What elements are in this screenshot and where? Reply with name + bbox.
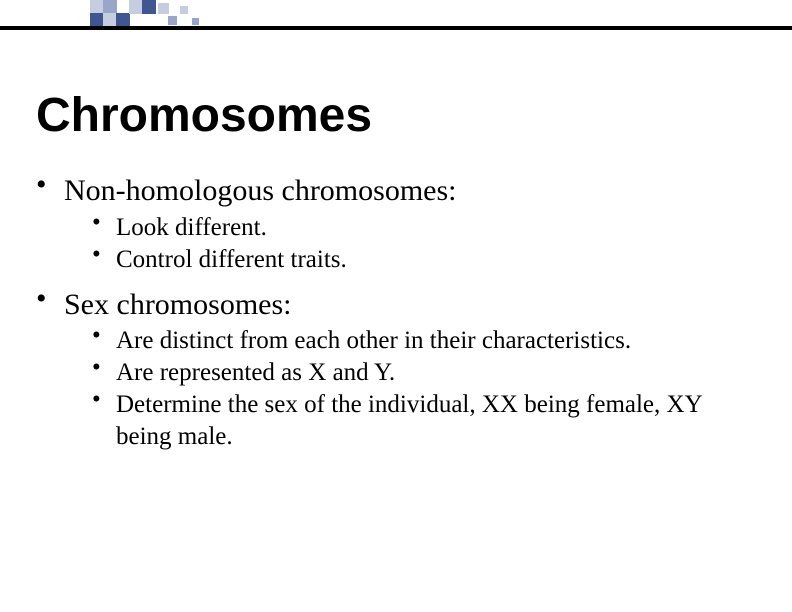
deco-square: [90, 0, 104, 14]
bullet-level2-group: •Are distinct from each other in their c…: [92, 325, 756, 453]
bullet-level2: •Are represented as X and Y.: [92, 357, 756, 389]
slide-body: •Non-homologous chromosomes:•Look differ…: [36, 172, 756, 463]
bullet-dot: •: [92, 242, 116, 267]
bullet-text: Are represented as X and Y.: [116, 357, 395, 389]
bullet-dot: •: [36, 170, 64, 200]
bullet-text: Determine the sex of the individual, XX …: [116, 389, 756, 453]
bullet-level1: •Sex chromosomes:•Are distinct from each…: [36, 286, 756, 454]
deco-square: [142, 0, 156, 14]
bullet-dot: •: [92, 210, 116, 235]
bullet-text: Are distinct from each other in their ch…: [116, 325, 631, 357]
bullet-text: Non-homologous chromosomes:: [64, 172, 456, 210]
bullet-level2: •Are distinct from each other in their c…: [92, 325, 756, 357]
bullet-level1: •Non-homologous chromosomes:•Look differ…: [36, 172, 756, 276]
slide-decoration: [0, 0, 792, 40]
bullet-text: Sex chromosomes:: [64, 286, 291, 324]
deco-square: [192, 18, 199, 25]
deco-square: [116, 13, 130, 27]
deco-square: [129, 0, 143, 14]
header-rule: [0, 26, 792, 30]
bullet-level2: •Look different.: [92, 212, 756, 244]
bullet-level2: •Determine the sex of the individual, XX…: [92, 389, 756, 453]
bullet-level2: •Control different traits.: [92, 244, 756, 276]
bullet-text: Look different.: [116, 212, 267, 244]
bullet-level2-group: •Look different.•Control different trait…: [92, 212, 756, 276]
bullet-dot: •: [92, 355, 116, 380]
slide-title: Chromosomes: [36, 88, 372, 143]
deco-square: [158, 3, 169, 14]
bullet-dot: •: [92, 323, 116, 348]
deco-square: [103, 0, 117, 14]
bullet-dot: •: [36, 284, 64, 314]
deco-square: [168, 16, 177, 25]
bullet-text: Control different traits.: [116, 244, 347, 276]
deco-square: [103, 13, 117, 27]
deco-square: [90, 13, 104, 27]
bullet-dot: •: [92, 387, 116, 412]
deco-square: [180, 6, 188, 14]
